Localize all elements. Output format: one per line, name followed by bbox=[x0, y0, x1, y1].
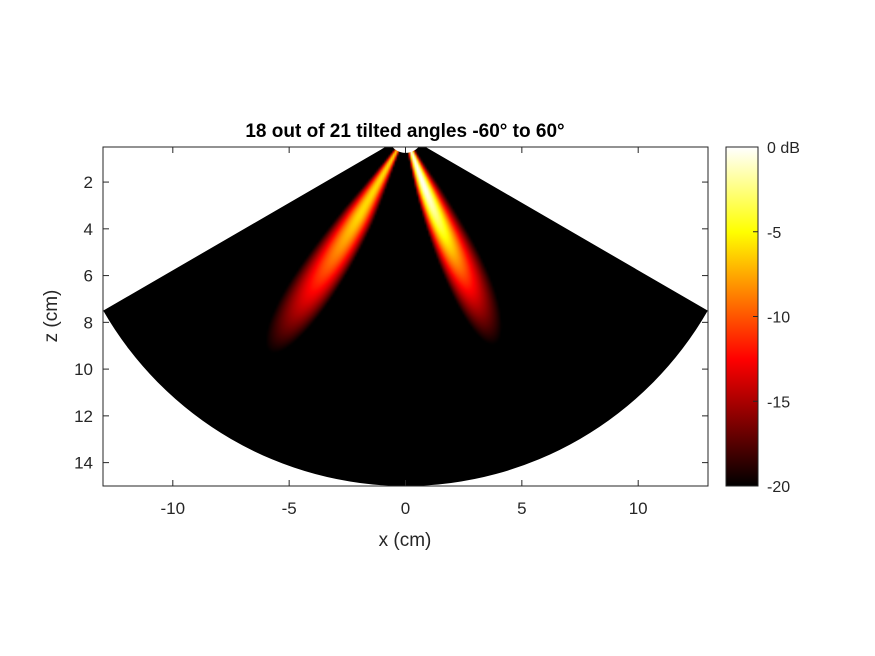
y-tick-label: 4 bbox=[84, 220, 93, 239]
y-axis-label: z (cm) bbox=[41, 290, 62, 343]
x-tick-label: 0 bbox=[401, 499, 410, 518]
colorbar-tick-label: -15 bbox=[767, 394, 790, 411]
colorbar-tick-label: -5 bbox=[767, 225, 781, 242]
y-tick-label: 8 bbox=[84, 313, 93, 332]
x-tick-label: 5 bbox=[517, 499, 526, 518]
y-tick-label: 2 bbox=[84, 173, 93, 192]
x-axis-label: x (cm) bbox=[379, 530, 432, 551]
colorbar-tick-label: -20 bbox=[767, 479, 790, 496]
y-tick-label: 12 bbox=[74, 407, 93, 426]
x-tick-label: -5 bbox=[282, 499, 297, 518]
x-tick-label: 10 bbox=[629, 499, 648, 518]
chart-title: 18 out of 21 tilted angles -60° to 60° bbox=[245, 121, 564, 142]
x-tick-label: -10 bbox=[161, 499, 186, 518]
colorbar-ticks: 0 dB -5 -10 -15 -20 bbox=[753, 140, 800, 496]
colorbar-tick-label: 0 dB bbox=[767, 140, 800, 157]
x-axis: -10 -5 0 5 10 bbox=[161, 147, 648, 518]
y-tick-label: 6 bbox=[84, 267, 93, 286]
y-axis: 2 4 6 8 10 12 14 bbox=[74, 173, 708, 473]
y-tick-label: 10 bbox=[74, 360, 93, 379]
colorbar-tick-label: -10 bbox=[767, 310, 790, 327]
y-tick-label: 14 bbox=[74, 454, 93, 473]
